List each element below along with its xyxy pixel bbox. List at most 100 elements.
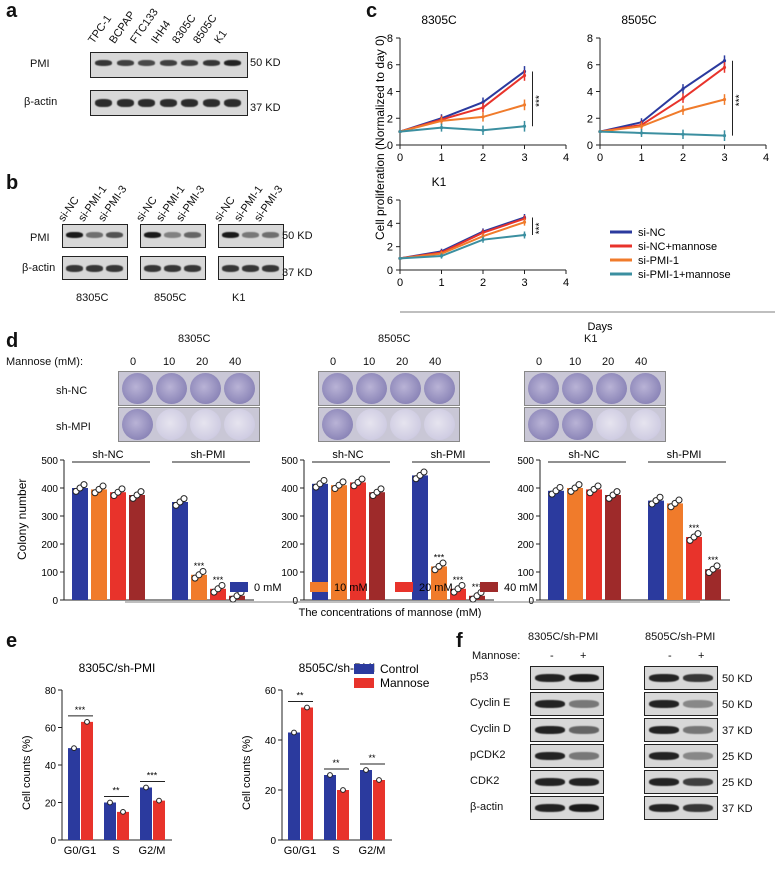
data-point: [639, 131, 644, 135]
panel-label-b: b: [6, 172, 19, 194]
bar-Mannose: [301, 707, 313, 840]
blot-band: [242, 265, 259, 272]
data-point: [598, 130, 602, 134]
y-tick-label: 6: [387, 195, 393, 207]
x-tick-label: S: [332, 845, 339, 857]
y-tick-label: 60: [265, 686, 277, 697]
replicate-point: [439, 559, 447, 567]
significance-label: ***: [735, 94, 746, 106]
panel-d-dose-label: 10: [163, 356, 176, 368]
colony-dish: [562, 373, 593, 404]
bar-Mannose: [117, 811, 129, 840]
y-tick-label: 500: [41, 456, 58, 467]
replicate-point: [71, 745, 77, 752]
panel-f-blot: [530, 666, 604, 690]
panel-b-row-pmi: PMI: [30, 232, 50, 244]
blot-band: [649, 804, 679, 812]
blot-band: [535, 674, 565, 682]
panel-f-blot: [644, 692, 718, 716]
panel-f-marker: 37 KD: [722, 725, 753, 737]
bar-Mannose: [81, 721, 93, 840]
blot-band: [569, 804, 599, 812]
significance-label: ***: [194, 561, 205, 571]
blot-band: [116, 99, 134, 107]
panel-d-cell-title: K1: [584, 333, 598, 345]
panel-d-dose-label: 0: [130, 356, 137, 368]
replicate-point: [420, 468, 428, 476]
x-tick-label: 1: [438, 277, 444, 289]
panel-b-cell-label: K1: [232, 292, 246, 304]
y-tick-label: 400: [517, 484, 534, 495]
panel-b-blot-actin: [140, 256, 206, 280]
legend-swatch: [354, 678, 374, 688]
panel-e-ylabel: Cell counts (%): [21, 735, 33, 810]
replicate-point: [594, 482, 602, 490]
replicate-point: [339, 478, 347, 486]
panel-b-blot-actin: [218, 256, 284, 280]
x-tick-label: 3: [521, 277, 527, 289]
blot-band: [683, 778, 713, 786]
bar-40 mM: [705, 569, 721, 600]
colony-dish: [528, 373, 559, 404]
replicate-point: [156, 797, 162, 804]
bar-20 mM: [686, 537, 702, 600]
colony-dish: [596, 373, 627, 404]
colony-dish: [390, 409, 421, 440]
bar-Control: [104, 802, 116, 840]
blot-band: [535, 700, 565, 708]
x-tick-label: 4: [763, 152, 769, 164]
blot-band: [569, 674, 599, 682]
colony-dish: [356, 409, 387, 440]
replicate-point: [143, 784, 149, 791]
blot-band: [535, 726, 565, 734]
data-point: [681, 87, 685, 91]
blot-band: [181, 60, 198, 66]
panel-d-mannose-label: Mannose (mM):: [6, 356, 84, 368]
panel-d-dose-label: 20: [602, 356, 615, 368]
data-point: [398, 256, 402, 260]
bar-10 mM: [431, 566, 447, 600]
x-tick-label: G2/M: [359, 845, 386, 857]
y-tick-label: 8: [587, 33, 593, 45]
replicate-point: [99, 482, 107, 490]
significance-label: ***: [453, 575, 464, 585]
panel-d-plate-row: [318, 407, 460, 442]
blot-band: [649, 700, 679, 708]
y-tick-label: 200: [41, 540, 58, 551]
blot-band: [535, 778, 565, 786]
legend-label: Mannose: [380, 676, 430, 690]
panel-f-marker: 25 KD: [722, 751, 753, 763]
panel-b-lane-label: si-NC: [212, 194, 238, 224]
colony-dish: [190, 373, 221, 404]
panel-d-dose-label: 0: [330, 356, 337, 368]
x-tick-label: 3: [521, 152, 527, 164]
panel-c-xlabel: Days: [587, 321, 613, 333]
x-tick-label: 2: [680, 152, 686, 164]
blot-band: [164, 232, 181, 238]
blot-band: [138, 99, 155, 107]
group-label: sh-NC: [568, 450, 599, 461]
data-point: [481, 100, 485, 104]
panel-d-plate-row: [318, 371, 460, 406]
blot-band: [649, 674, 679, 682]
chart-title: 8505C: [621, 13, 657, 27]
colony-chart-2: 0 100 200 300 400 500 sh-NC sh-PMI *** ***: [517, 450, 730, 607]
line-chart-1: 8505C 0 2 4 6 8 0 1 2 3 4 ***: [587, 13, 769, 164]
colony-dish: [356, 373, 387, 404]
panel-f-blot: [530, 770, 604, 794]
colony-dish: [596, 409, 627, 440]
panel-b-cell-label: 8505C: [154, 292, 187, 304]
blot-band: [144, 232, 161, 238]
bar-20 mM: [586, 489, 602, 600]
panel-f-row-label: CDK2: [470, 775, 500, 787]
significance-label: **: [332, 758, 340, 768]
significance-label: ***: [434, 552, 445, 562]
data-point: [481, 105, 485, 110]
blot-band: [164, 265, 181, 272]
y-tick-label: 0: [587, 140, 593, 152]
bar-0 mM: [412, 475, 428, 600]
replicate-point: [291, 729, 297, 736]
blot-band: [683, 804, 713, 812]
bar-Control: [324, 775, 336, 840]
significance-label: **: [112, 786, 120, 796]
